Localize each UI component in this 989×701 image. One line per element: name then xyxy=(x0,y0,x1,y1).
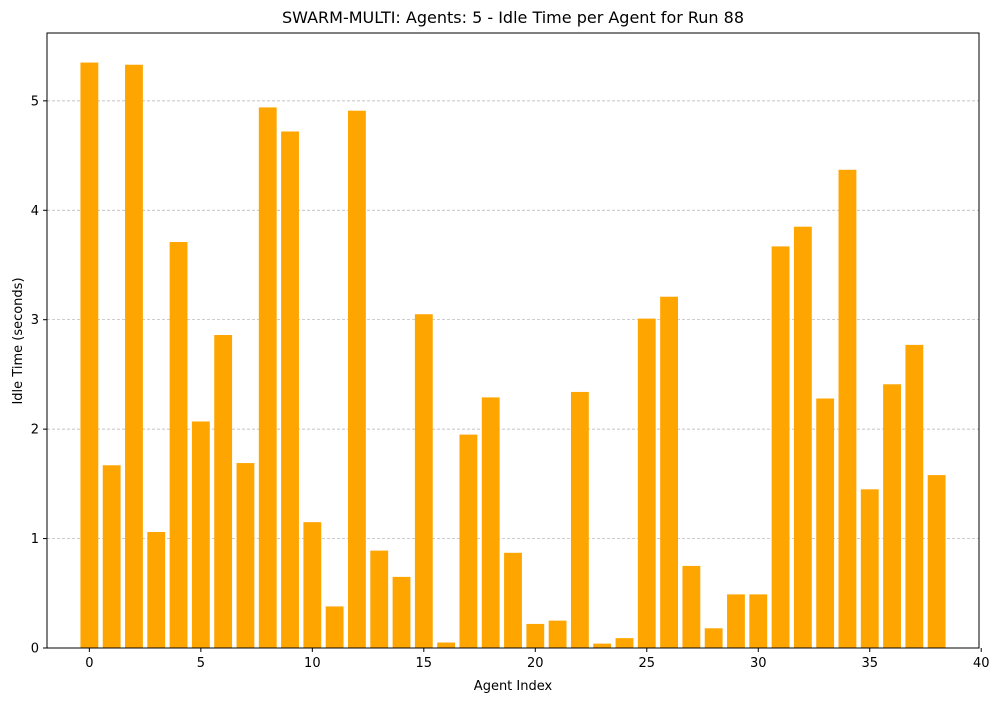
bar-agent-7 xyxy=(236,463,255,648)
x-tick-label: 15 xyxy=(416,656,433,671)
x-axis-label: Agent Index xyxy=(474,679,553,694)
x-axis-ticks: 0 5 10 15 20 25 30 35 40 xyxy=(85,648,989,671)
bar-agent-16 xyxy=(437,642,456,648)
bar-agent-10 xyxy=(303,522,322,648)
bar-agent-38 xyxy=(927,475,946,648)
bar-agent-11 xyxy=(325,606,344,648)
y-tick-label: 1 xyxy=(31,532,39,547)
y-tick-label: 4 xyxy=(31,204,39,219)
bar-agent-25 xyxy=(637,318,656,648)
y-tick-label: 2 xyxy=(31,423,39,438)
bar-agent-13 xyxy=(370,550,389,648)
bar-agent-27 xyxy=(682,565,701,648)
plot-frame xyxy=(46,32,980,649)
x-tick-label: 10 xyxy=(304,656,321,671)
bar-agent-20 xyxy=(526,623,545,648)
x-tick-label: 5 xyxy=(197,656,205,671)
bar-agent-37 xyxy=(905,344,924,648)
bar-agent-1 xyxy=(102,465,121,648)
bar-agent-36 xyxy=(883,384,901,648)
y-axis-ticks: 0 1 2 3 4 5 xyxy=(31,94,47,657)
x-tick-label: 40 xyxy=(973,656,989,671)
bar-agent-23 xyxy=(593,643,612,648)
bar-agent-34 xyxy=(838,169,857,648)
y-axis-label: Idle Time (seconds) xyxy=(11,277,26,404)
x-tick-label: 20 xyxy=(527,656,544,671)
bar-agent-21 xyxy=(548,620,567,648)
y-tick-label: 3 xyxy=(31,313,39,328)
x-tick-label: 35 xyxy=(861,656,878,671)
bars xyxy=(80,62,946,649)
bar-agent-33 xyxy=(816,398,835,648)
x-tick-label: 0 xyxy=(85,656,93,671)
bar-agent-31 xyxy=(771,246,790,648)
x-tick-label: 30 xyxy=(750,656,767,671)
bar-agent-5 xyxy=(191,421,210,648)
bar-agent-14 xyxy=(392,576,411,648)
bar-agent-35 xyxy=(860,489,879,648)
bar-agent-29 xyxy=(727,594,745,648)
bar-agent-2 xyxy=(125,64,143,649)
bar-agent-8 xyxy=(258,107,277,648)
bar-agent-9 xyxy=(281,131,299,648)
y-tick-label: 5 xyxy=(31,94,39,109)
bar-agent-0 xyxy=(80,62,99,648)
bar-agent-6 xyxy=(214,335,233,648)
bar-agent-24 xyxy=(615,638,634,648)
bar-agent-19 xyxy=(504,552,522,648)
x-tick-label: 25 xyxy=(639,656,656,671)
bar-agent-12 xyxy=(348,110,366,648)
bar-agent-22 xyxy=(570,391,589,648)
chart-title: SWARM-MULTI: Agents: 5 - Idle Time per A… xyxy=(282,8,744,27)
bar-agent-26 xyxy=(660,296,678,648)
bar-agent-28 xyxy=(704,628,723,648)
bar-agent-32 xyxy=(793,226,812,648)
bar-agent-18 xyxy=(481,397,500,648)
bar-agent-3 xyxy=(147,532,166,648)
bar-agent-4 xyxy=(169,242,188,648)
bar-agent-30 xyxy=(749,594,768,648)
y-tick-label: 0 xyxy=(31,642,39,657)
bar-agent-17 xyxy=(459,434,478,648)
bar-agent-15 xyxy=(414,314,433,648)
